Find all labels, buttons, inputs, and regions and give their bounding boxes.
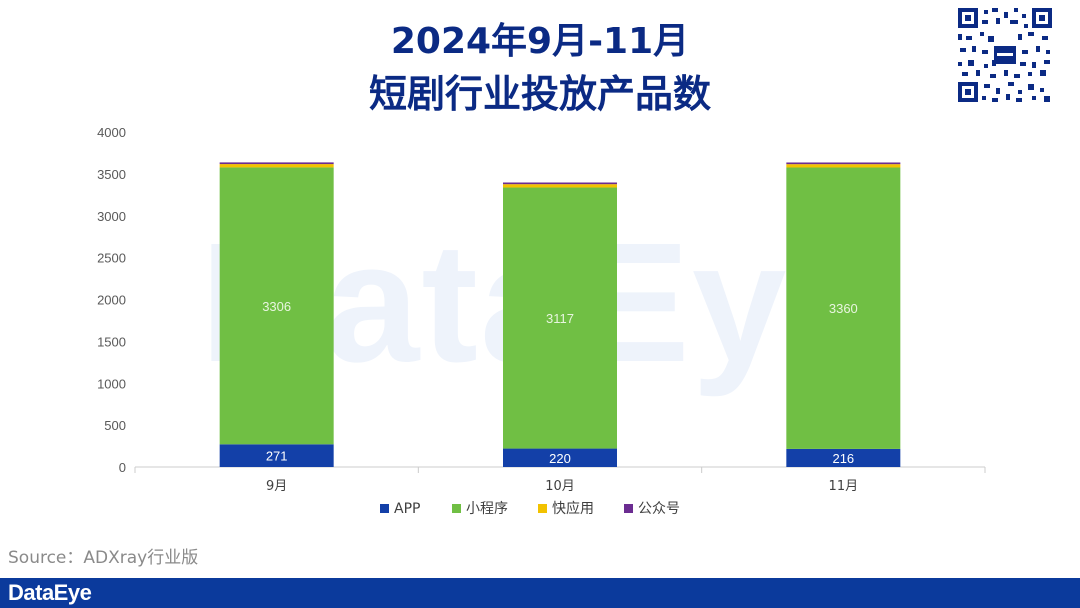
chart-title-line1: 2024年9月-11月 xyxy=(390,21,690,62)
footer-bar: DataEye xyxy=(0,578,1080,608)
bars xyxy=(219,162,901,467)
y-tick-label: 0 xyxy=(119,460,126,475)
legend-label: 快应用 xyxy=(552,500,594,517)
stacked-bar-chart: 0 500 1000 1500 2000 2500 3000 3500 4000 271 3306… xyxy=(97,125,986,517)
source-note: Source：ADXray行业版 xyxy=(8,548,199,568)
bar-labels: 271 3306 220 3117 216 3360 xyxy=(262,299,858,466)
legend: APP 小程序 快应用 公众号 xyxy=(380,500,680,517)
bar-segment-公众号 xyxy=(786,162,901,165)
data-label: 3117 xyxy=(546,311,574,326)
legend-label: 公众号 xyxy=(638,501,680,517)
bar-segment-APP xyxy=(219,444,334,467)
y-tick-label: 1500 xyxy=(97,334,126,349)
bar-segment-APP xyxy=(503,448,617,467)
bar-segment-公众号 xyxy=(503,182,617,185)
x-tick-label: 10月 xyxy=(545,479,575,494)
legend-swatch xyxy=(624,504,633,513)
bar-segment-小程序 xyxy=(786,167,901,449)
legend-swatch xyxy=(538,504,547,513)
legend-label: APP xyxy=(394,501,420,517)
bar-segment-小程序 xyxy=(503,187,617,449)
legend-label: 小程序 xyxy=(466,501,508,517)
footer-logo: DataEye xyxy=(8,580,92,605)
data-label: 3306 xyxy=(262,299,291,314)
data-label: 3360 xyxy=(829,301,858,316)
y-tick-label: 2000 xyxy=(97,293,126,308)
bar-segment-APP xyxy=(786,448,901,467)
bar-segment-公众号 xyxy=(219,162,334,165)
legend-swatch xyxy=(452,504,461,513)
y-tick-label: 2500 xyxy=(97,251,126,266)
y-tick-label: 3500 xyxy=(97,167,126,182)
bar-segment-快应用 xyxy=(503,184,617,188)
qr-code-icon xyxy=(956,6,1054,104)
data-label: 220 xyxy=(549,451,571,466)
bar-segment-快应用 xyxy=(219,164,334,168)
y-axis: 0 500 1000 1500 2000 2500 3000 3500 4000 xyxy=(97,125,126,475)
y-tick-label: 500 xyxy=(104,418,126,433)
bar-segment-小程序 xyxy=(219,167,334,445)
bar-segment-快应用 xyxy=(786,164,901,168)
data-label: 271 xyxy=(266,449,288,464)
x-tick-label: 11月 xyxy=(829,479,859,494)
legend-swatch xyxy=(380,504,389,513)
x-tick-label: 9月 xyxy=(266,479,287,494)
data-label: 216 xyxy=(832,451,854,466)
x-axis-labels: 9月 10月 11月 xyxy=(134,467,986,494)
y-tick-label: 4000 xyxy=(97,125,126,140)
chart-title-line2: 短剧行业投放产品数 xyxy=(368,72,711,116)
y-tick-label: 3000 xyxy=(97,209,126,224)
y-tick-label: 1000 xyxy=(97,376,126,391)
